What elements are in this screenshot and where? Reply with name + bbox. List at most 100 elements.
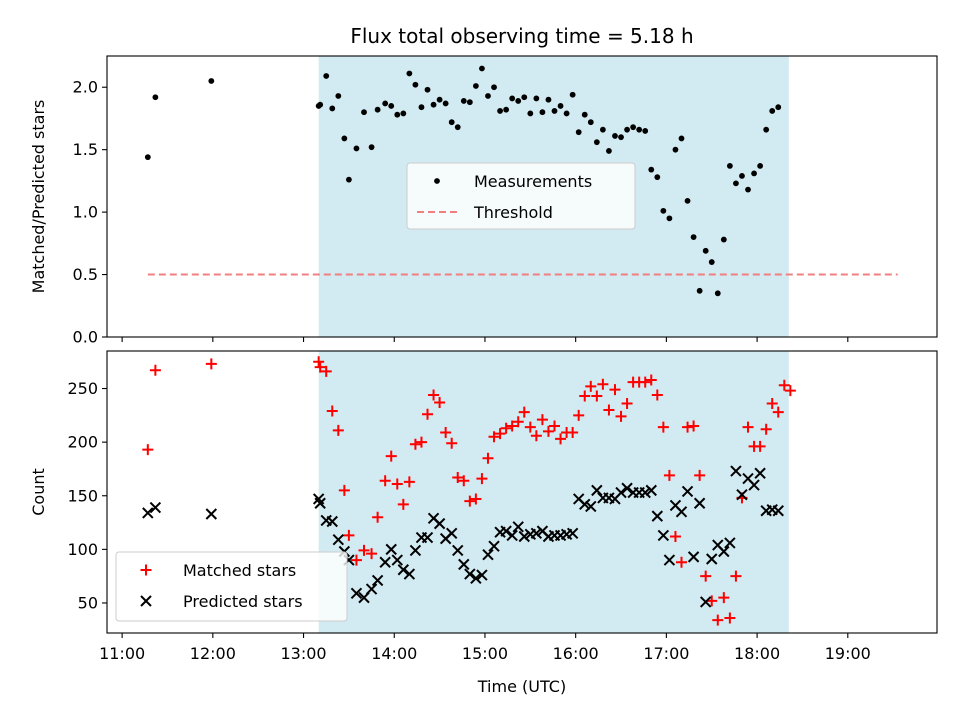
x-axis-label: Time (UTC) xyxy=(477,677,566,696)
measurement-point xyxy=(769,108,776,114)
matched-star-point xyxy=(476,473,488,485)
measurement-point xyxy=(329,105,336,112)
measurement-point xyxy=(454,124,461,131)
matched-star-point xyxy=(555,433,567,445)
matched-star-point xyxy=(332,424,344,436)
measurement-point xyxy=(720,236,727,243)
y-tick-label: 2.0 xyxy=(73,78,98,97)
predicted-star-point xyxy=(397,564,410,576)
matched-star-point xyxy=(724,612,736,624)
matched-star-point xyxy=(675,556,687,568)
measurement-point xyxy=(648,166,655,173)
matched-star-point xyxy=(343,529,355,541)
measurement-point xyxy=(368,144,375,151)
predicted-star-point xyxy=(142,507,154,519)
measurement-point xyxy=(442,100,449,107)
matched-star-point xyxy=(567,426,579,438)
measurement-point xyxy=(678,135,685,142)
predicted-star-point xyxy=(675,506,688,518)
x-tick-label: 14:00 xyxy=(371,644,417,663)
y-axis-label: Count xyxy=(29,468,48,516)
predicted-star-point xyxy=(621,482,633,494)
matched-star-point xyxy=(573,409,585,421)
predicted-star-point xyxy=(645,484,657,497)
measurement-point xyxy=(733,180,739,187)
x-tick-label: 19:00 xyxy=(825,644,871,663)
measurement-point xyxy=(323,73,330,79)
matched-star-point xyxy=(718,592,730,604)
measurement-point xyxy=(739,172,745,179)
predicted-star-point xyxy=(391,554,403,566)
matched-star-point xyxy=(149,364,161,376)
measurement-point xyxy=(509,95,516,102)
y-tick-label: 150 xyxy=(67,486,98,505)
predicted-star-point xyxy=(149,501,162,514)
measurement-point xyxy=(466,99,473,106)
matched-star-point xyxy=(609,384,621,396)
measurement-point xyxy=(448,119,455,126)
matched-star-point xyxy=(494,428,506,440)
predicted-star-point xyxy=(314,497,326,509)
legend-matched-marker xyxy=(140,564,152,576)
measurement-point xyxy=(406,70,413,77)
matched-star-point xyxy=(657,421,669,433)
matched-star-point xyxy=(512,416,524,428)
measurement-point xyxy=(430,101,437,108)
predicted-star-point xyxy=(385,543,397,556)
matched-star-point xyxy=(470,493,482,505)
predicted-star-point xyxy=(687,551,700,563)
matched-star-point xyxy=(446,437,458,449)
matched-star-point xyxy=(385,450,397,462)
predicted-star-point xyxy=(365,583,378,595)
measurement-point xyxy=(587,119,594,126)
legend-label: Predicted stars xyxy=(183,592,303,611)
matched-star-point xyxy=(700,570,712,582)
measurement-point xyxy=(690,234,697,240)
measurement-point xyxy=(624,126,630,133)
series-predicted-stars xyxy=(142,465,784,608)
matched-star-point xyxy=(730,570,742,582)
predicted-star-point xyxy=(506,529,518,542)
predicted-star-point xyxy=(579,498,591,511)
measurement-point xyxy=(479,65,485,72)
measurement-point xyxy=(702,247,709,254)
measurement-point xyxy=(599,126,606,133)
legend-measurement-marker xyxy=(434,178,440,184)
predicted-star-point xyxy=(718,545,730,558)
measurement-point xyxy=(460,98,467,104)
matched-star-point xyxy=(597,378,609,390)
predicted-star-point xyxy=(326,515,338,528)
x-tick-label: 18:00 xyxy=(734,644,780,663)
measurement-point xyxy=(485,93,491,99)
matched-star-point xyxy=(754,440,766,452)
measurement-point xyxy=(527,110,534,117)
measurement-point xyxy=(763,126,770,133)
measurement-point xyxy=(472,83,479,89)
x-tick-label: 15:00 xyxy=(462,644,508,663)
matched-star-point xyxy=(682,421,694,433)
predicted-star-point xyxy=(591,484,603,497)
matched-star-point xyxy=(415,436,427,448)
matched-star-point xyxy=(440,426,452,438)
predicted-star-point xyxy=(421,531,434,544)
measurement-point xyxy=(424,86,431,93)
matched-star-point xyxy=(585,380,597,392)
series-measurements xyxy=(144,65,782,297)
predicted-star-point xyxy=(693,497,706,509)
measurement-point xyxy=(152,94,159,101)
matched-star-point xyxy=(464,495,476,507)
measurement-point xyxy=(341,135,348,142)
matched-star-point xyxy=(530,430,542,442)
matched-star-point xyxy=(524,421,536,433)
matched-star-point xyxy=(350,554,362,566)
predicted-star-point xyxy=(332,534,345,546)
legend-box xyxy=(115,551,348,622)
matched-star-point xyxy=(536,414,548,426)
matched-star-point xyxy=(506,420,518,432)
matched-star-point xyxy=(639,376,651,388)
y-tick-label: 250 xyxy=(67,379,98,398)
legend-label: Measurements xyxy=(474,172,592,191)
matched-star-point xyxy=(313,356,325,368)
chart-title: Flux total observing time = 5.18 h xyxy=(350,24,693,48)
matched-star-point xyxy=(579,390,591,402)
